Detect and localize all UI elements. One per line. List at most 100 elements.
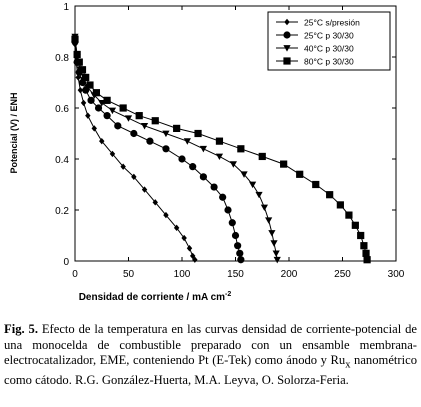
square-marker xyxy=(82,73,90,81)
circle-marker xyxy=(114,122,122,130)
square-marker xyxy=(71,35,79,43)
plot-area: 0 50 100 150 200 250 300 0 0.2 0.4 0.6 0.8 1 25°C s/… xyxy=(55,2,405,280)
triangle-marker xyxy=(215,153,224,161)
diamond-marker xyxy=(91,125,97,132)
square-marker xyxy=(312,180,320,189)
legend: 25°C s/presión 25°C p 30/30 40°C p 30/30 80… xyxy=(267,11,391,71)
circle-marker xyxy=(162,145,170,153)
legend-entry: 80°C p 30/30 xyxy=(276,57,354,67)
x-tick-label: 50 xyxy=(123,269,135,280)
circle-marker xyxy=(283,31,291,39)
triangle-marker xyxy=(283,45,291,52)
circle-marker xyxy=(178,155,186,163)
circle-marker xyxy=(210,183,218,191)
caption-text-end: nanométrico como cátodo. R.G. González-H… xyxy=(4,353,417,388)
series-4 xyxy=(71,35,371,264)
triangle-marker xyxy=(249,181,257,189)
x-tick-label: 0 xyxy=(72,269,78,280)
circle-marker xyxy=(228,219,236,227)
caption-text: Efecto de la temperatura en las curvas d… xyxy=(4,322,417,368)
series-line xyxy=(74,39,368,260)
triangle-marker xyxy=(265,217,273,224)
diamond-marker xyxy=(163,211,169,219)
legend-label: 40°C p 30/30 xyxy=(304,44,354,54)
diamond-marker xyxy=(75,74,81,81)
series-1 xyxy=(72,41,198,263)
triangle-marker xyxy=(273,256,281,264)
square-marker xyxy=(78,66,87,74)
triangle-marker xyxy=(140,122,149,130)
y-tick-label: 1 xyxy=(63,2,69,13)
diamond-marker xyxy=(80,99,87,107)
y-tick-label: 0.4 xyxy=(55,155,69,166)
circle-marker xyxy=(224,206,232,214)
square-marker xyxy=(296,170,304,178)
polarization-chart: 0 50 100 150 200 250 300 0 0.2 0.4 0.6 0.8 1 25°C s/… xyxy=(9,2,405,303)
x-tick-label: 300 xyxy=(388,269,405,280)
triangle-marker xyxy=(199,145,207,153)
x-axis-label: Densidad de corriente / mA cm-2 xyxy=(79,291,232,303)
square-marker xyxy=(194,129,202,138)
diamond-marker xyxy=(99,137,105,145)
diamond-marker xyxy=(152,199,158,206)
square-marker xyxy=(73,50,81,59)
diamond-marker xyxy=(173,224,180,232)
circle-marker xyxy=(94,104,103,112)
square-marker xyxy=(119,104,127,112)
diamond-marker xyxy=(284,18,290,26)
diamond-marker xyxy=(85,112,91,119)
square-marker xyxy=(92,89,100,97)
triangle-marker xyxy=(124,115,133,122)
square-marker xyxy=(283,57,291,65)
square-marker xyxy=(351,221,359,229)
square-marker xyxy=(86,81,94,89)
legend-entry: 25°C p 30/30 xyxy=(276,31,354,41)
series-line xyxy=(74,41,242,260)
legend-label: 80°C p 30/30 xyxy=(304,57,354,67)
x-tick-label: 100 xyxy=(174,269,191,280)
diamond-marker xyxy=(120,163,126,170)
triangle-marker xyxy=(255,191,263,199)
triangle-marker xyxy=(260,204,268,212)
square-marker xyxy=(336,201,344,209)
y-tick-label: 0.6 xyxy=(55,104,69,115)
circle-marker xyxy=(199,173,207,181)
axis-ticks: 0 50 100 150 200 250 300 0 0.2 0.4 0.6 0.8 1 xyxy=(55,2,405,280)
diamond-marker xyxy=(109,150,116,158)
figure-caption: Fig. 5. Efecto de la temperatura en las … xyxy=(4,322,417,389)
legend-entry: 25°C s/presión xyxy=(276,18,360,28)
square-marker xyxy=(103,96,111,104)
square-marker xyxy=(151,117,159,125)
x-axis-label-main: Densidad de corriente / mA cm xyxy=(79,292,225,303)
diamond-marker xyxy=(131,173,137,181)
triangle-marker xyxy=(270,240,278,247)
series-layer xyxy=(71,33,371,264)
circle-marker xyxy=(231,231,240,240)
square-marker xyxy=(237,145,245,153)
square-marker xyxy=(363,256,371,264)
circle-marker xyxy=(87,96,95,104)
caption-subscript: x xyxy=(345,359,351,371)
diamond-marker xyxy=(186,245,193,252)
triangle-marker xyxy=(268,230,276,237)
y-axis-label: Potencial (V) / ENH xyxy=(9,92,19,173)
square-marker xyxy=(135,112,143,120)
square-marker xyxy=(258,152,266,161)
circle-marker xyxy=(219,193,227,201)
y-tick-label: 0.8 xyxy=(55,53,69,64)
x-axis-label-sup: -2 xyxy=(225,291,231,298)
square-marker xyxy=(360,242,368,250)
square-marker xyxy=(326,191,334,199)
legend-label: 25°C s/presión xyxy=(304,18,360,28)
square-marker xyxy=(280,160,288,168)
triangle-marker xyxy=(240,171,248,178)
circle-marker xyxy=(130,129,138,138)
square-marker xyxy=(75,58,83,66)
triangle-marker xyxy=(108,107,117,115)
circle-marker xyxy=(103,112,111,120)
circle-marker xyxy=(237,256,245,264)
square-marker xyxy=(215,137,224,145)
circle-marker xyxy=(189,163,197,171)
diamond-marker xyxy=(181,234,187,242)
y-tick-label: 0 xyxy=(63,257,69,268)
